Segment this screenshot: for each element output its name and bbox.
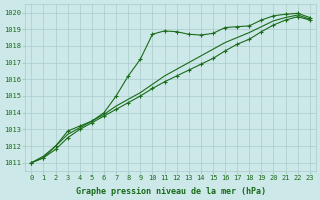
X-axis label: Graphe pression niveau de la mer (hPa): Graphe pression niveau de la mer (hPa) — [76, 187, 266, 196]
